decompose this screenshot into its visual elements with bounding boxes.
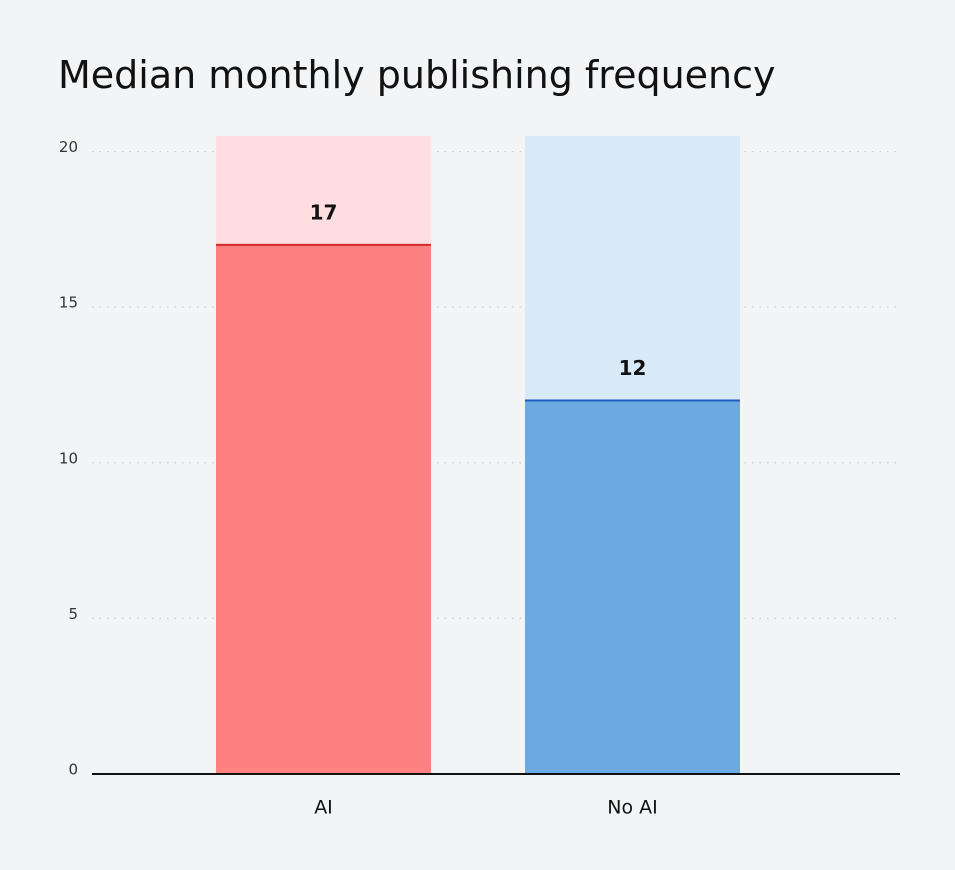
value-label: 12 [619, 356, 647, 380]
y-tick-label: 20 [59, 138, 78, 156]
value-label: 17 [310, 200, 338, 224]
x-tick-label: No AI [607, 797, 657, 819]
y-tick-label: 5 [68, 605, 78, 623]
y-tick-label: 10 [59, 449, 78, 467]
x-tick-label: AI [314, 797, 333, 819]
y-tick-label: 0 [68, 761, 78, 779]
y-tick-label: 15 [59, 294, 78, 312]
chart-title: Median monthly publishing frequency [58, 53, 776, 97]
bar [525, 400, 740, 774]
bar [216, 244, 431, 775]
